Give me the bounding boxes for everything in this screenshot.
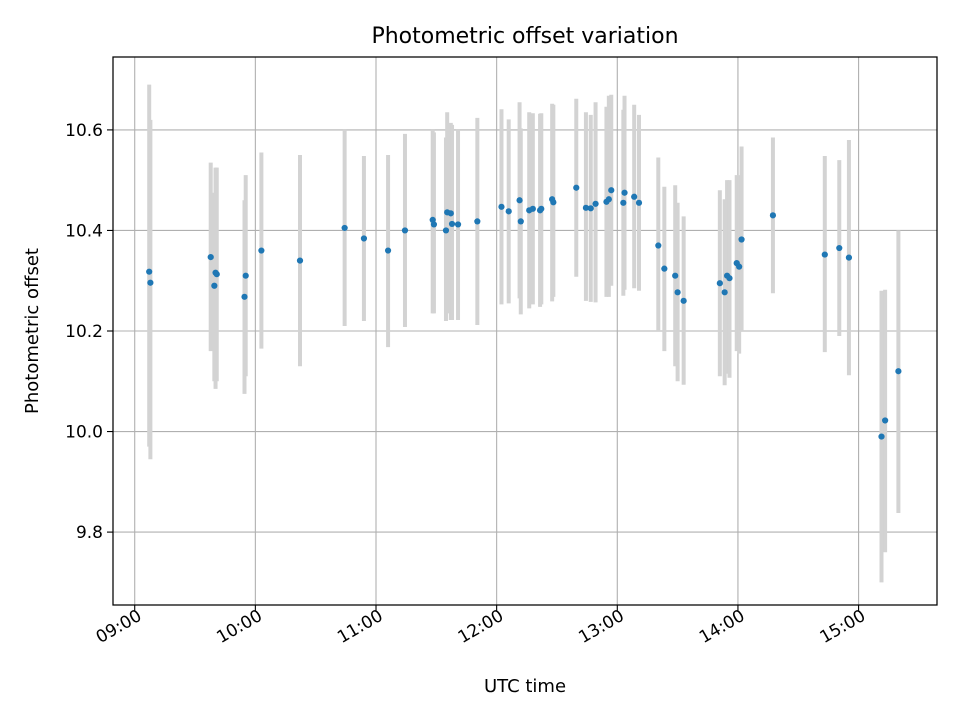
data-points — [146, 184, 902, 440]
data-point — [538, 205, 545, 212]
data-point — [384, 247, 392, 254]
data-point — [516, 197, 523, 204]
data-point — [296, 257, 304, 264]
data-point — [821, 251, 828, 258]
y-axis: 9.8 10.0 10.2 10.4 10.6 — [65, 121, 113, 543]
data-point — [605, 196, 612, 203]
data-point — [146, 268, 153, 275]
data-point — [360, 235, 368, 242]
data-point — [635, 199, 643, 206]
data-point — [587, 205, 594, 212]
data-point — [505, 208, 512, 215]
chart-title: Photometric offset variation — [371, 24, 678, 49]
data-point — [474, 218, 481, 225]
data-point — [882, 417, 889, 424]
data-point — [582, 204, 590, 211]
data-point — [592, 200, 599, 207]
y-tick-label: 9.8 — [76, 523, 103, 543]
data-point — [878, 433, 885, 440]
data-point — [430, 221, 438, 228]
data-point — [672, 272, 679, 279]
y-tick-label: 10.6 — [65, 121, 103, 141]
data-point — [454, 221, 462, 228]
data-point — [207, 253, 214, 261]
x-axis-label: UTC time — [484, 676, 566, 697]
data-point — [769, 212, 777, 219]
data-point — [736, 263, 743, 270]
data-point — [241, 293, 248, 300]
data-point — [498, 203, 505, 210]
data-point — [845, 254, 853, 261]
data-point — [258, 247, 265, 254]
data-point — [550, 199, 557, 206]
data-point — [721, 289, 728, 296]
data-point — [836, 244, 843, 252]
data-point — [448, 220, 456, 228]
data-point — [211, 282, 218, 289]
data-point — [674, 289, 681, 296]
data-point — [621, 189, 628, 196]
y-axis-label: Photometric offset — [22, 248, 43, 414]
grid — [113, 57, 937, 605]
data-point — [655, 242, 662, 249]
data-point — [738, 236, 745, 243]
data-point — [726, 275, 733, 282]
data-point — [631, 193, 638, 200]
data-point — [680, 297, 687, 304]
data-point — [447, 210, 454, 217]
data-point — [529, 205, 536, 212]
data-point — [341, 224, 348, 232]
data-point — [442, 227, 450, 234]
data-point — [608, 187, 615, 194]
data-point — [213, 271, 220, 278]
data-point — [517, 218, 524, 225]
data-point — [895, 368, 902, 375]
data-point — [716, 280, 723, 287]
y-tick-label: 10.2 — [65, 322, 103, 342]
data-point — [620, 199, 627, 206]
data-point — [147, 279, 154, 286]
data-point — [661, 265, 668, 272]
data-point — [573, 184, 580, 191]
data-point — [401, 227, 409, 234]
data-point — [242, 272, 249, 279]
y-tick-label: 10.4 — [65, 221, 103, 241]
y-tick-label: 10.0 — [65, 423, 103, 443]
